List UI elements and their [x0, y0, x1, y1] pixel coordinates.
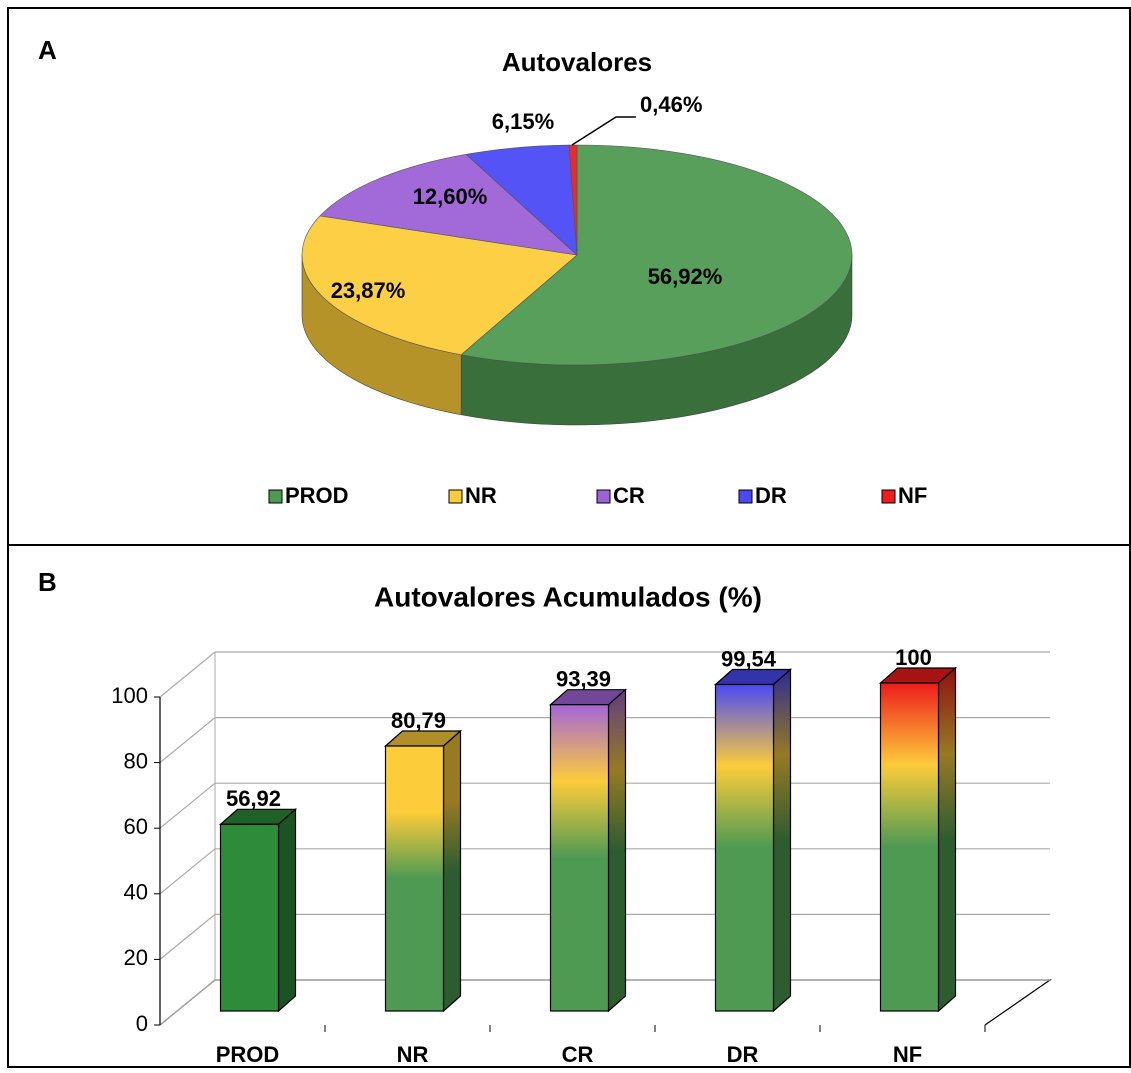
- x-tick-label: CR: [562, 1042, 594, 1067]
- grid-line: [159, 651, 1050, 698]
- bar-top-shade: [880, 668, 956, 683]
- legend-swatch: [596, 489, 611, 504]
- bar-side-shade: [608, 689, 626, 1011]
- bar-top-shade: [220, 809, 296, 825]
- bar: [549, 704, 610, 1012]
- legend-label: PROD: [285, 483, 349, 508]
- x-tick-label: NF: [893, 1042, 922, 1067]
- legend-swatch: [881, 489, 896, 504]
- x-tick-label: NR: [397, 1042, 429, 1067]
- pie-side: [461, 255, 852, 425]
- data-label: 56,92%: [648, 264, 723, 289]
- chart-title: Autovalores Acumulados (%): [374, 581, 762, 612]
- pie-slice: [319, 154, 578, 256]
- data-label: 99,54: [721, 646, 777, 671]
- legend-label: NF: [898, 483, 927, 508]
- y-tick-label: 80: [124, 748, 148, 773]
- y-tick-label: 20: [124, 945, 148, 970]
- pie-slice: [301, 215, 578, 356]
- bar-top-shade: [550, 689, 626, 705]
- bar-side-shade: [938, 668, 956, 1011]
- legend-label: DR: [755, 483, 787, 508]
- data-label: 100: [895, 645, 932, 670]
- legend-label: NR: [465, 483, 497, 508]
- data-label: 93,39: [556, 666, 611, 691]
- y-tick-label: 40: [124, 880, 148, 905]
- bar: [384, 745, 445, 1012]
- bar-side-shade: [443, 731, 461, 1011]
- y-tick-label: 100: [111, 683, 148, 708]
- bar-top-shade: [715, 669, 791, 685]
- data-label: 6,15%: [492, 109, 554, 134]
- x-tick-label: DR: [727, 1042, 759, 1067]
- bar: [219, 823, 280, 1012]
- data-label: 0,46%: [640, 92, 702, 117]
- data-label: 80,79: [391, 708, 446, 733]
- pie-side: [302, 255, 462, 415]
- data-label: 23,87%: [331, 278, 406, 303]
- legend-swatch: [448, 489, 463, 504]
- panel-label: A: [38, 35, 57, 65]
- leader-line: [571, 116, 636, 146]
- bar: [714, 683, 775, 1012]
- data-label: 56,92: [226, 786, 281, 811]
- y-tick-label: 0: [136, 1011, 148, 1036]
- chart-title: Autovalores: [502, 47, 652, 77]
- bar-top-shade: [385, 731, 461, 747]
- frame: [7, 7, 1131, 1068]
- legend-label: CR: [613, 483, 645, 508]
- y-tick-label: 60: [124, 814, 148, 839]
- x-tick-label: PROD: [216, 1042, 280, 1067]
- pie-slice: [460, 144, 853, 366]
- legend-swatch: [738, 489, 753, 504]
- bar-side-shade: [773, 669, 791, 1011]
- bar-side-shade: [278, 809, 296, 1011]
- data-label: 12,60%: [413, 184, 488, 209]
- bar: [879, 682, 940, 1012]
- panel-label: B: [38, 567, 57, 597]
- legend-swatch: [268, 489, 283, 504]
